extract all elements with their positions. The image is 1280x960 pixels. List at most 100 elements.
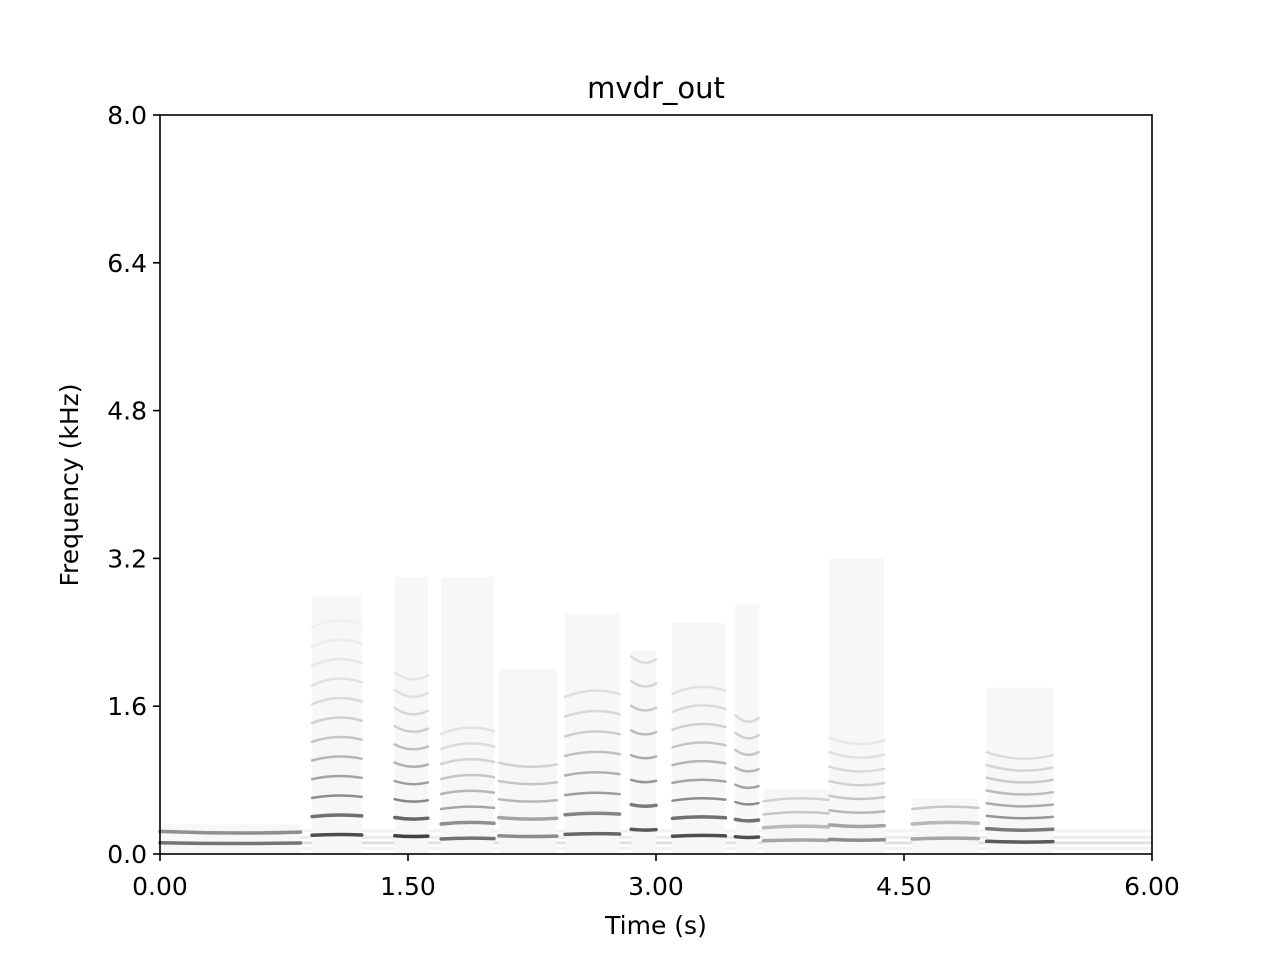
harmonic-line (310, 696, 363, 706)
harmonic-line (985, 814, 1055, 820)
harmonic-line (563, 811, 622, 817)
harmonic-line (393, 761, 430, 768)
harmonic-line (310, 755, 363, 762)
speech-segment (629, 650, 658, 854)
harmonic-line (984, 839, 1055, 844)
x-tick-label: 6.00 (1124, 872, 1180, 901)
harmonic-line (563, 771, 621, 777)
harmonic-line (393, 688, 430, 699)
harmonic-line (158, 840, 303, 846)
speech-segment (827, 558, 886, 854)
x-tick-label: 0.00 (132, 872, 188, 901)
harmonic-line (439, 820, 496, 826)
harmonic-line (310, 677, 363, 687)
harmonic-line (734, 731, 760, 740)
y-tick-label: 1.6 (107, 692, 147, 721)
harmonic-line (827, 823, 886, 829)
harmonic-line (629, 802, 658, 808)
harmonic-line (497, 761, 559, 768)
harmonic-line (734, 714, 760, 723)
harmonic-line (497, 779, 559, 786)
harmonic-line (393, 743, 430, 751)
speech-segment (761, 789, 832, 854)
spectrogram-image (158, 558, 1152, 854)
harmonic-line (310, 794, 363, 800)
harmonic-line (985, 763, 1055, 772)
harmonic-line (761, 838, 832, 843)
harmonic-line (563, 831, 622, 837)
harmonic-line (828, 736, 886, 746)
harmonic-line (439, 836, 496, 841)
harmonic-line (393, 797, 430, 803)
harmonic-line (671, 741, 727, 749)
harmonic-line (497, 833, 559, 839)
speech-segment (733, 604, 761, 854)
y-axis-label: Frequency (kHz) (55, 383, 84, 586)
x-tick-label: 3.00 (628, 872, 684, 901)
speech-segment (310, 595, 364, 854)
harmonic-line (671, 722, 727, 731)
speech-segment (393, 576, 430, 854)
harmonic-line (563, 730, 621, 738)
harmonic-line (761, 824, 832, 830)
harmonic-line (985, 751, 1055, 760)
harmonic-line (310, 735, 363, 744)
x-tick-label: 4.50 (876, 872, 932, 901)
speech-segment (910, 798, 981, 854)
harmonic-line (629, 753, 658, 760)
harmonic-line (985, 776, 1055, 784)
speech-segment (670, 623, 728, 854)
speech-segment (439, 576, 496, 854)
segment-haze (441, 576, 494, 854)
harmonic-line (439, 805, 496, 811)
segment-haze (312, 595, 362, 854)
harmonic-line (310, 657, 363, 668)
x-axis: 0.00 1.50 3.00 4.50 6.00 (132, 854, 1180, 901)
harmonic-line (828, 779, 886, 787)
harmonic-line (671, 759, 727, 767)
harmonic-line (828, 750, 886, 759)
harmonic-line (827, 837, 886, 842)
harmonic-line (671, 704, 727, 714)
segment-haze (498, 669, 557, 854)
y-tick-label: 6.4 (107, 249, 147, 278)
harmonic-line (671, 797, 727, 802)
harmonic-line (563, 791, 621, 797)
harmonic-line (310, 832, 364, 838)
segment-haze (160, 824, 301, 854)
harmonic-line (629, 778, 658, 784)
harmonic-line (734, 766, 760, 773)
harmonic-line (310, 774, 363, 781)
harmonic-line (497, 797, 559, 803)
harmonic-line (563, 689, 621, 699)
segment-haze (631, 650, 656, 854)
harmonic-line (393, 815, 430, 821)
harmonic-line (762, 810, 831, 816)
harmonic-line (670, 815, 728, 821)
harmonic-line (670, 833, 728, 838)
harmonic-line (393, 671, 430, 681)
segment-haze (735, 604, 759, 854)
harmonic-line (734, 783, 760, 790)
harmonic-line (671, 685, 727, 695)
harmonic-line (439, 773, 496, 781)
y-tick-label: 3.2 (107, 544, 147, 573)
harmonic-line (828, 794, 886, 801)
speech-segment (984, 687, 1055, 854)
harmonic-line (393, 706, 430, 716)
harmonic-line (310, 716, 363, 725)
harmonic-line (629, 827, 658, 832)
harmonic-line (762, 796, 831, 803)
harmonic-line (393, 724, 430, 734)
harmonic-line (910, 820, 981, 826)
plot-area (158, 115, 1152, 854)
harmonic-line (563, 750, 621, 758)
speech-segment (158, 824, 303, 854)
harmonic-line (629, 655, 658, 664)
chart-title: mvdr_out (587, 71, 725, 105)
harmonic-line (393, 833, 430, 839)
harmonic-line (629, 679, 658, 688)
harmonic-line (828, 809, 886, 814)
speech-segment (563, 613, 622, 854)
